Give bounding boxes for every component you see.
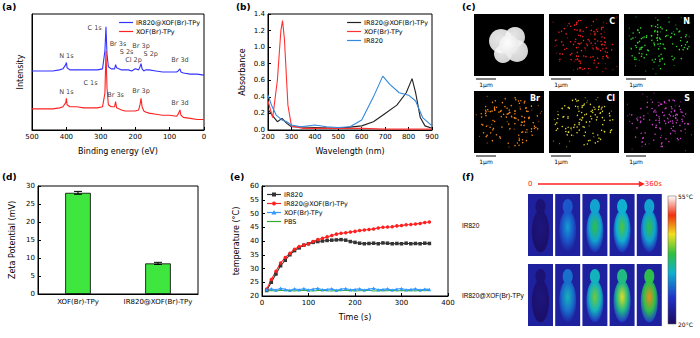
svg-text:1μm: 1μm [629,81,643,89]
svg-text:S 2p: S 2p [143,50,157,58]
svg-text:800: 800 [402,133,415,141]
svg-text:temperature (°C): temperature (°C) [232,207,241,276]
svg-text:0.2: 0.2 [254,109,265,117]
svg-text:400: 400 [60,133,73,141]
svg-text:IR820@XOF(Br)-TPy: IR820@XOF(Br)-TPy [284,200,348,208]
svg-text:IR820@XOF(Br)-TPy: IR820@XOF(Br)-TPy [136,19,200,27]
svg-text:0.4: 0.4 [254,93,266,101]
svg-text:50: 50 [250,210,259,218]
svg-text:C 1s: C 1s [83,79,98,87]
svg-text:Br 3p: Br 3p [132,87,149,95]
svg-text:40: 40 [250,237,259,245]
svg-text:1.4: 1.4 [254,10,266,18]
svg-text:10: 10 [26,254,35,262]
svg-text:1.0: 1.0 [254,43,265,51]
svg-text:1μm: 1μm [554,81,568,89]
svg-text:C: C [609,17,615,26]
svg-text:100: 100 [163,133,176,141]
svg-text:(c): (c) [462,2,476,12]
svg-text:20°C: 20°C [678,321,693,328]
svg-text:300: 300 [395,299,408,307]
svg-text:360s: 360s [645,180,662,188]
svg-text:100: 100 [302,299,315,307]
svg-text:1μm: 1μm [629,158,643,166]
svg-text:20: 20 [250,292,259,300]
svg-text:IR820: IR820 [364,37,383,45]
svg-text:400: 400 [441,299,454,307]
svg-text:Intensity: Intensity [16,54,25,89]
svg-text:0: 0 [260,299,264,307]
svg-text:IR820@XOF(Br)-TPy: IR820@XOF(Br)-TPy [364,19,428,27]
svg-text:600: 600 [355,133,368,141]
svg-text:XOF(Br)-TPy: XOF(Br)-TPy [136,28,175,36]
svg-text:(d): (d) [2,172,17,182]
svg-text:C 1s: C 1s [88,24,103,32]
svg-text:1.2: 1.2 [254,27,265,35]
svg-text:1μm: 1μm [479,158,493,166]
svg-text:0: 0 [528,180,532,188]
svg-text:300: 300 [285,133,298,141]
svg-text:N: N [683,17,690,26]
svg-text:Br 3s: Br 3s [107,91,124,99]
svg-text:200: 200 [261,133,274,141]
svg-text:Cl 2p: Cl 2p [125,56,142,64]
svg-text:200: 200 [348,299,361,307]
svg-text:N 1s: N 1s [59,88,74,96]
svg-text:N 1s: N 1s [59,52,74,60]
svg-text:S: S [684,94,690,103]
svg-text:Zeta Potential (mV): Zeta Potential (mV) [8,201,17,279]
svg-text:5: 5 [31,272,35,280]
svg-text:1μm: 1μm [479,81,493,89]
svg-text:500: 500 [332,133,345,141]
svg-text:Br: Br [530,94,540,103]
svg-text:400: 400 [308,133,321,141]
svg-text:0: 0 [202,133,206,141]
svg-text:30: 30 [26,182,35,190]
svg-text:Br 3p: Br 3p [132,42,149,50]
svg-text:XOF(Br)-TPy: XOF(Br)-TPy [364,28,403,36]
svg-text:(a): (a) [2,2,16,12]
svg-text:Br 3d: Br 3d [171,99,188,107]
svg-text:(b): (b) [236,2,251,12]
svg-text:Time (s): Time (s) [338,313,372,322]
svg-text:Binding energy (eV): Binding energy (eV) [78,147,158,156]
svg-text:IR820@XOF(Br)-TPy: IR820@XOF(Br)-TPy [124,298,193,306]
svg-text:Absorbance: Absorbance [238,48,247,95]
svg-text:0.6: 0.6 [254,76,266,84]
svg-text:Cl: Cl [606,94,615,103]
svg-text:S 2s: S 2s [119,48,134,56]
svg-text:30: 30 [250,265,259,273]
svg-text:900: 900 [425,133,438,141]
svg-text:15: 15 [26,236,35,244]
svg-text:IR820: IR820 [284,191,303,199]
svg-text:60: 60 [250,182,259,190]
svg-text:0.0: 0.0 [253,126,265,134]
svg-text:0: 0 [31,290,35,298]
svg-text:700: 700 [378,133,391,141]
svg-text:1μm: 1μm [554,158,568,166]
svg-text:(e): (e) [230,172,244,182]
svg-text:55: 55 [250,196,259,204]
svg-text:XOF(Br)-TPy: XOF(Br)-TPy [57,298,99,306]
svg-text:Br 3d: Br 3d [171,56,188,64]
svg-text:200: 200 [129,133,142,141]
svg-text:IR820@XOF(Br)-TPy: IR820@XOF(Br)-TPy [462,292,525,300]
svg-text:25: 25 [26,200,35,208]
svg-text:55°C: 55°C [678,193,693,200]
svg-text:300: 300 [94,133,107,141]
svg-text:500: 500 [25,133,38,141]
svg-text:Wavelength (nm): Wavelength (nm) [315,147,384,156]
svg-text:Br 3s: Br 3s [110,40,127,48]
svg-text:0.8: 0.8 [254,60,265,68]
svg-text:PBS: PBS [284,218,296,226]
svg-text:35: 35 [250,251,259,259]
svg-text:45: 45 [250,223,259,231]
svg-text:20: 20 [26,218,35,226]
svg-text:(f): (f) [462,172,474,182]
svg-text:25: 25 [250,278,259,286]
svg-text:IR820: IR820 [462,222,480,229]
svg-text:XOF(Br)-TPy: XOF(Br)-TPy [284,209,323,217]
